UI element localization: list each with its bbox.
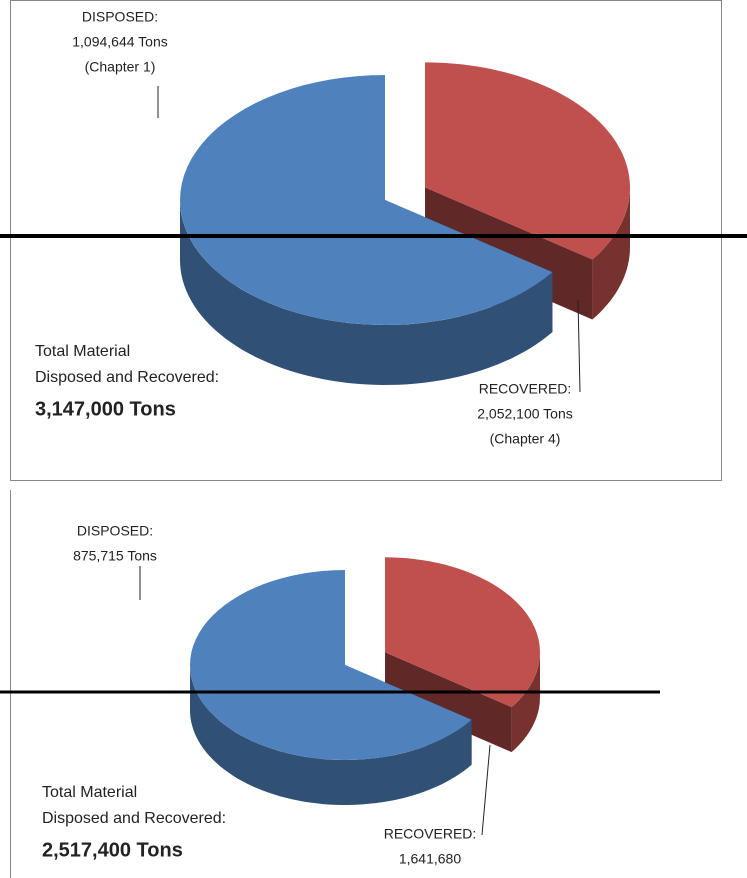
note-label: (Chapter 4)	[490, 431, 561, 447]
total-text: Disposed and Recovered:	[35, 369, 219, 386]
slice-label: DISPOSED:	[82, 9, 158, 25]
leader-line	[577, 299, 581, 393]
total-text: Total Material	[42, 784, 137, 801]
leader-line	[481, 744, 491, 836]
slice-face	[385, 652, 512, 753]
slice-side	[180, 200, 553, 385]
slice	[385, 557, 540, 708]
chart-frame	[10, 0, 722, 481]
value-label: 875,715 Tons	[73, 548, 157, 564]
total-text: Total Material	[35, 343, 130, 360]
slice-label: DISPOSED:	[77, 523, 153, 539]
slice-side	[190, 665, 472, 805]
value-label: 2,052,100 Tons	[477, 406, 573, 422]
total-value: 2,517,400 Tons	[42, 839, 183, 861]
slice-label: RECOVERED:	[384, 826, 477, 842]
slice	[425, 62, 630, 260]
value-label: 1,094,644 Tons	[72, 34, 168, 50]
pies	[180, 62, 630, 805]
total-value: 3,147,000 Tons	[35, 398, 176, 420]
slice-side	[511, 652, 540, 753]
slice	[180, 75, 553, 325]
slice-side	[592, 187, 630, 320]
note-label: (Chapter 1)	[85, 59, 156, 75]
slice	[190, 570, 472, 760]
slice-label: RECOVERED:	[479, 381, 572, 397]
value-label: 1,641,680	[399, 851, 461, 867]
total-text: Disposed and Recovered:	[42, 810, 226, 827]
